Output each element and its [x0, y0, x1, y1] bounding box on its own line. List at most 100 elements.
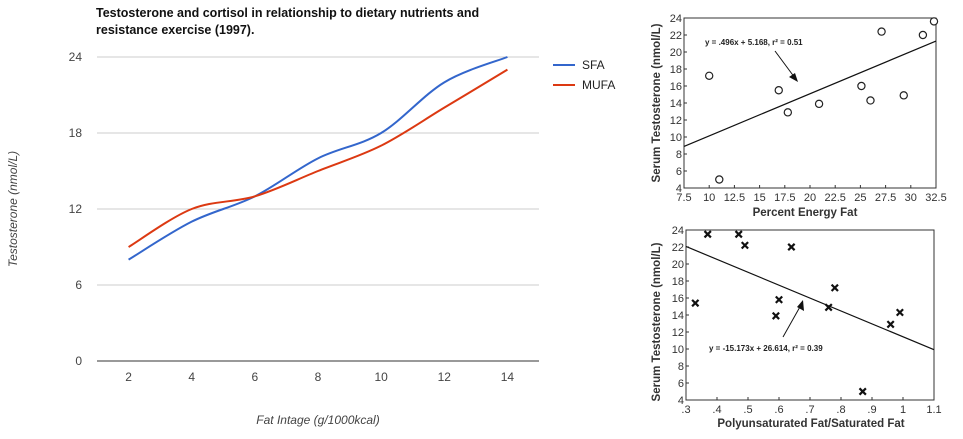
x-tick-label: 12 [438, 370, 452, 384]
y-tick-label: 12 [672, 327, 684, 339]
x-tick-label: .8 [836, 404, 845, 416]
legend-label-sfa: SFA [582, 58, 605, 72]
scatter-point [857, 81, 866, 91]
equation-arrowhead [797, 300, 804, 311]
scatter-point [715, 175, 724, 184]
scatter-point [783, 108, 793, 117]
x-tick-label: .3 [681, 404, 690, 416]
x-tick-labels: 2 4 6 8 10 12 14 [125, 370, 514, 384]
scatter-point [703, 230, 712, 239]
y-tick-label: 24 [672, 225, 684, 237]
x-tick-label: 1.1 [926, 404, 941, 416]
x-tick-label: 1 [900, 404, 906, 416]
x-mark-stroke [787, 243, 796, 251]
x-tick-label: 32.5 [925, 192, 946, 204]
x-tick-label: .5 [743, 404, 752, 416]
x-tick-label: 12.5 [724, 192, 745, 204]
y-tick-label: 24 [69, 50, 83, 64]
x-mark-stroke [824, 303, 833, 312]
x-tick-label: .6 [774, 404, 783, 416]
scatter-pufa-sfa-ratio: 4 6 8 10 12 14 16 18 20 22 24 .3 .4 .5 .6 .7 .8 .9 1 1.1 y … [651, 225, 942, 430]
legend-label-mufa: MUFA [582, 78, 615, 92]
y-tick-label: 0 [75, 354, 82, 368]
fat-intake-line-chart: Testosterone and cortisol in relationshi… [6, 6, 615, 427]
x-tick-label: 22.5 [824, 192, 845, 204]
y-tick-label: 12 [670, 115, 682, 127]
y-tick-label: 10 [670, 132, 682, 144]
x-mark-stroke [691, 299, 700, 308]
y-tick-label: 10 [672, 344, 684, 356]
y-tick-label: 22 [670, 30, 682, 42]
x-mark-stroke [703, 230, 712, 239]
trend-line [683, 40, 937, 148]
x-tick-label: .9 [867, 404, 876, 416]
scatter-point [774, 86, 783, 95]
y-tick-label: 12 [69, 202, 83, 216]
x-mark-stroke [858, 387, 867, 396]
x-mark-stroke [830, 283, 839, 292]
y-tick-label: 14 [670, 98, 682, 110]
scatter-point [740, 241, 749, 250]
x-tick-label: 14 [501, 370, 515, 384]
x-tick-label: 10 [374, 370, 388, 384]
scatter-point [877, 27, 886, 36]
x-tick-label: 20 [804, 192, 816, 204]
x-tick-label: 4 [188, 370, 195, 384]
x-tick-label: 2 [125, 370, 132, 384]
regression-equation: y = .496x + 5.168, r² = 0.51 [705, 38, 803, 47]
y-tick-label: 6 [678, 378, 684, 390]
scatter-point [734, 230, 743, 239]
y-tick-label: 16 [672, 293, 684, 305]
tick-labels: 4 6 8 10 12 14 16 18 20 22 24 .3 .4 .5 .6 .7 .8 .9 1 1.1 [672, 225, 942, 416]
x-tick-label: 17.5 [774, 192, 795, 204]
x-axis-label: Percent Energy Fat [753, 207, 858, 219]
x-tick-label: .4 [712, 404, 721, 416]
y-tick-label: 22 [672, 242, 684, 254]
x-mark-stroke [771, 311, 780, 320]
scatter-point [771, 311, 780, 320]
y-tick-label: 18 [670, 64, 682, 76]
scatter-point [787, 243, 796, 251]
scatter-point [886, 320, 895, 329]
y-tick-label: 4 [676, 183, 682, 195]
series-lines [128, 56, 508, 261]
scatter-points [691, 230, 904, 396]
x-mark-stroke [740, 241, 749, 250]
scatter-point [918, 30, 928, 40]
x-tick-label: 15 [753, 192, 765, 204]
scatter-point [704, 71, 714, 81]
scatter-point [691, 299, 700, 308]
chart-title-line-1: Testosterone and cortisol in relationshi… [96, 6, 479, 20]
scatter-point [775, 295, 783, 304]
x-tick-label: 10 [703, 192, 715, 204]
y-tick-label: 18 [672, 276, 684, 288]
regression-equation: y = -15.173x + 26.614, r² = 0.39 [709, 344, 823, 353]
series-line-sfa [128, 56, 508, 261]
scatter-point [866, 96, 875, 105]
y-tick-label: 24 [670, 13, 682, 25]
y-tick-label: 20 [672, 259, 684, 271]
y-axis-label: Serum Testosterone (nmol/L) [651, 23, 663, 182]
legend: SFA MUFA [553, 58, 615, 92]
gridlines [97, 56, 539, 362]
y-tick-labels: 0 6 12 18 24 [69, 50, 83, 368]
y-tick-label: 6 [676, 166, 682, 178]
x-axis-label: Polyunsaturated Fat/Saturated Fat [717, 418, 904, 430]
y-tick-label: 18 [69, 126, 83, 140]
y-axis-label: Serum Testosterone (nmol/L) [651, 242, 663, 401]
y-tick-label: 6 [75, 278, 82, 292]
y-tick-label: 20 [670, 47, 682, 59]
trend-line [685, 245, 935, 351]
x-mark-stroke [895, 308, 904, 317]
x-mark-stroke [886, 320, 895, 329]
y-tick-label: 14 [672, 310, 684, 322]
x-tick-label: 25 [854, 192, 866, 204]
y-tick-label: 8 [678, 361, 684, 373]
x-tick-label: 7.5 [676, 192, 691, 204]
equation-arrowhead [789, 73, 798, 82]
scatter-point [929, 17, 939, 26]
scatter-points [704, 17, 939, 184]
x-axis-label: Fat Intage (g/1000kcal) [256, 413, 379, 427]
equation-arrow [782, 304, 802, 338]
x-tick-label: 30 [905, 192, 917, 204]
